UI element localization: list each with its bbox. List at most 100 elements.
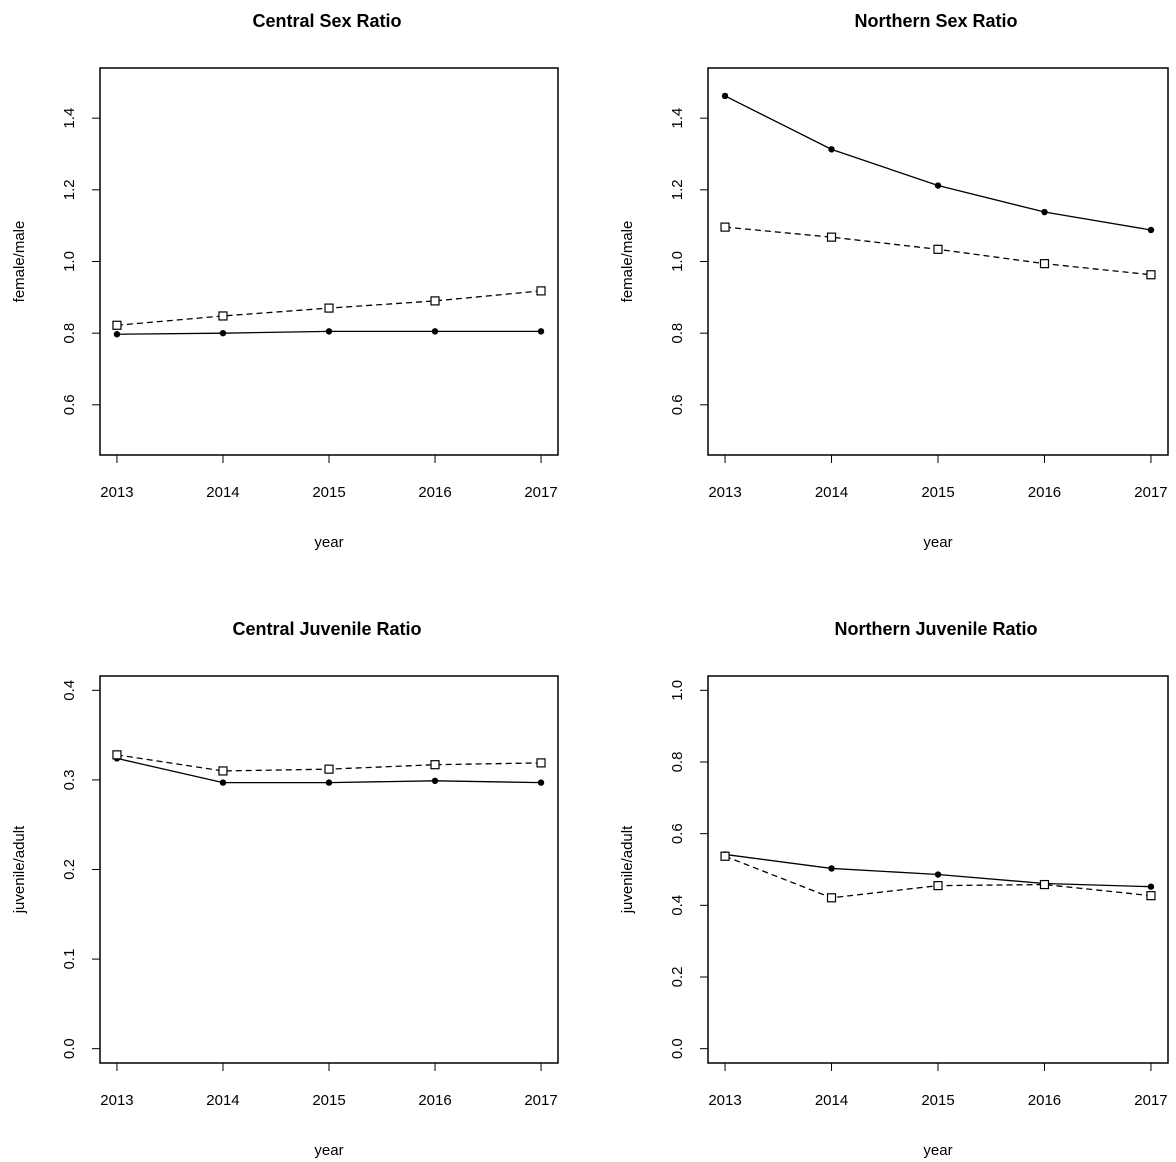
y-tick-label: 0.4 <box>669 895 686 916</box>
y-tick-label: 1.0 <box>669 251 686 272</box>
y-axis-label: female/male <box>11 221 28 303</box>
point <box>219 329 227 337</box>
point <box>324 303 334 313</box>
x-tick-label: 2015 <box>312 484 345 501</box>
x-tick-label: 2015 <box>921 484 954 501</box>
plot-frame <box>707 67 1169 456</box>
point <box>112 750 122 760</box>
point <box>1146 270 1156 280</box>
x-tick-label: 2013 <box>100 484 133 501</box>
x-tick-label: 2015 <box>921 1092 954 1109</box>
x-tick-label: 2014 <box>206 484 239 501</box>
panel: Northern Sex Ratio year female/male 2013 201… <box>619 11 1169 551</box>
y-tick-label: 0.4 <box>61 680 78 701</box>
point <box>219 779 227 786</box>
point <box>325 779 333 786</box>
point <box>430 760 440 770</box>
x-axis-label: year <box>923 534 952 551</box>
point <box>324 764 334 774</box>
point <box>1039 879 1050 890</box>
point <box>1146 891 1156 901</box>
plot-frame <box>707 675 1169 1064</box>
y-tick-label: 0.6 <box>669 394 686 415</box>
point <box>828 865 835 872</box>
point <box>431 328 439 335</box>
y-tick-label: 1.2 <box>61 179 78 200</box>
point <box>112 320 122 330</box>
x-tick-label: 2017 <box>524 1092 557 1109</box>
panel-title: Central Juvenile Ratio <box>232 619 421 639</box>
x-tick-label: 2016 <box>1028 1092 1061 1109</box>
x-tick-label: 2013 <box>100 1092 133 1109</box>
y-axis-label: juvenile/adult <box>619 825 636 914</box>
y-tick-label: 0.0 <box>669 1038 686 1059</box>
y-axis-label: female/male <box>619 221 636 303</box>
y-tick-label: 0.0 <box>61 1038 78 1059</box>
panel: Northern Juvenile Ratio year juvenile/adul… <box>619 619 1169 1159</box>
point <box>537 779 545 786</box>
y-tick-label: 0.8 <box>669 323 686 344</box>
point <box>933 881 943 891</box>
x-tick-label: 2013 <box>708 1092 741 1109</box>
x-tick-label: 2014 <box>815 1092 848 1109</box>
panel-title: Central Sex Ratio <box>252 11 401 31</box>
x-axis-label: year <box>314 534 343 551</box>
y-tick-label: 0.1 <box>61 949 78 970</box>
point <box>218 311 228 321</box>
y-tick-label: 1.2 <box>669 179 686 200</box>
point <box>536 758 546 768</box>
point <box>1147 226 1155 234</box>
x-tick-label: 2016 <box>1028 484 1061 501</box>
x-tick-label: 2014 <box>815 484 848 501</box>
point <box>430 296 440 306</box>
y-tick-label: 0.2 <box>61 859 78 880</box>
point <box>826 232 837 242</box>
plot-frame <box>99 67 559 456</box>
point <box>536 286 546 296</box>
y-tick-label: 0.6 <box>669 823 686 844</box>
y-tick-label: 1.0 <box>61 251 78 272</box>
x-axis-label: year <box>314 1142 343 1159</box>
x-tick-label: 2016 <box>418 1092 451 1109</box>
point <box>934 871 942 878</box>
x-tick-label: 2013 <box>708 484 741 501</box>
y-tick-label: 1.0 <box>669 680 686 701</box>
y-tick-label: 0.3 <box>61 769 78 790</box>
point <box>720 222 730 232</box>
panel: Central Sex Ratio year female/male 2013 2014… <box>11 11 559 551</box>
point <box>325 328 333 335</box>
panel: Central Juvenile Ratio year juvenile/adult… <box>11 619 559 1159</box>
y-tick-label: 1.4 <box>61 108 78 129</box>
point <box>113 331 121 338</box>
point <box>1041 208 1048 216</box>
point <box>1039 259 1050 269</box>
x-axis-label: year <box>923 1142 952 1159</box>
y-axis-label: juvenile/adult <box>11 825 28 914</box>
x-tick-label: 2016 <box>418 484 451 501</box>
x-tick-label: 2014 <box>206 1092 239 1109</box>
series-line <box>724 95 1152 231</box>
panel-title: Northern Juvenile Ratio <box>834 619 1037 639</box>
y-tick-label: 1.4 <box>669 108 686 129</box>
point <box>828 146 835 153</box>
point <box>826 893 837 903</box>
x-tick-label: 2017 <box>524 484 557 501</box>
y-tick-label: 0.8 <box>669 752 686 773</box>
point <box>933 244 943 254</box>
x-tick-label: 2017 <box>1134 484 1167 501</box>
x-tick-label: 2017 <box>1134 1092 1167 1109</box>
point <box>537 328 545 335</box>
y-tick-label: 0.6 <box>61 394 78 415</box>
y-tick-label: 0.8 <box>61 323 78 344</box>
x-tick-label: 2015 <box>312 1092 345 1109</box>
point <box>934 182 942 189</box>
point <box>218 766 228 776</box>
y-tick-label: 0.2 <box>669 967 686 988</box>
panel-title: Northern Sex Ratio <box>854 11 1017 31</box>
point <box>431 777 439 785</box>
point <box>1147 883 1155 890</box>
point <box>721 92 729 100</box>
point <box>720 851 730 861</box>
plot-frame <box>99 675 559 1064</box>
